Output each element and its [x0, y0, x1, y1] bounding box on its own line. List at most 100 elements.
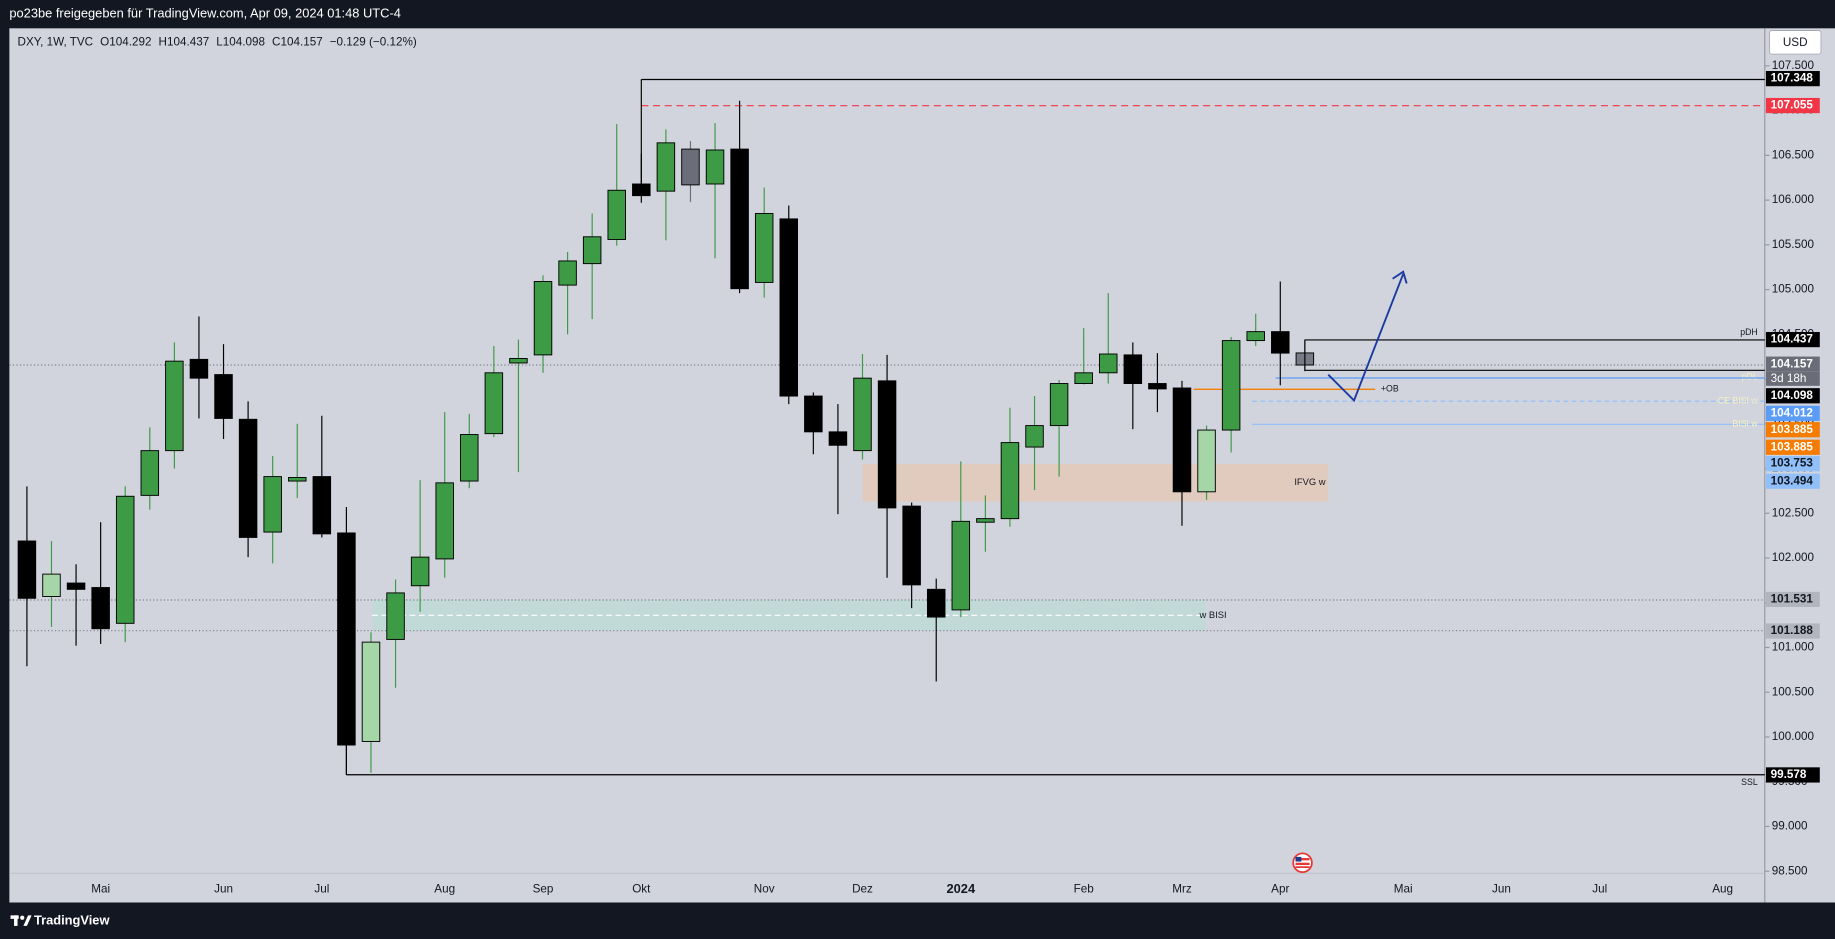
- level-note: CE BISI w: [1718, 395, 1759, 405]
- candle-body: [1197, 429, 1216, 493]
- price-label-box: [1765, 623, 1820, 639]
- price-label-box: [1765, 456, 1820, 472]
- candle-body: [435, 482, 454, 560]
- event-flag[interactable]: [1292, 852, 1313, 873]
- price-label-box: [1765, 767, 1820, 783]
- x-tick-label: Sep: [533, 883, 554, 896]
- y-tick-label: 106.500: [1772, 148, 1815, 161]
- candle-body: [42, 573, 61, 597]
- candle-body: [115, 495, 135, 624]
- candle-body: [1271, 331, 1290, 354]
- level-note: pDH: [1740, 327, 1758, 337]
- y-tick-label: 105.000: [1772, 283, 1815, 296]
- price-label-box: [1765, 356, 1820, 372]
- price-label-box: [1765, 591, 1820, 608]
- price-label-box: [1765, 388, 1820, 404]
- candles: [17, 100, 1315, 775]
- x-tick-label: Jun: [214, 883, 233, 896]
- x-tick-label: Jun: [1492, 883, 1511, 896]
- zone: [862, 464, 1329, 502]
- x-tick-label: Okt: [632, 883, 651, 896]
- y-tick-label: 100.000: [1772, 730, 1815, 743]
- candle-body: [730, 148, 749, 290]
- countdown: 3d 18h: [1771, 372, 1807, 385]
- y-tick-label: 106.000: [1772, 193, 1815, 206]
- candle-body: [877, 380, 897, 509]
- candle-body: [533, 281, 553, 356]
- x-tick-label: Mai: [1394, 883, 1413, 896]
- price-label-box: [1765, 439, 1820, 455]
- x-tick-label: 2024: [946, 881, 975, 896]
- candle-body: [902, 505, 921, 586]
- candle-body: [91, 587, 110, 630]
- candle-body: [1074, 372, 1093, 384]
- level-note: SSL: [1741, 777, 1758, 787]
- level-note: BISI w: [1732, 419, 1758, 429]
- price-label: 107.348: [1771, 72, 1814, 85]
- y-tick-label: 98.500: [1772, 864, 1808, 877]
- candle-body: [607, 189, 626, 240]
- legend-low: L104.098: [216, 35, 265, 48]
- candle-body: [779, 218, 799, 397]
- price-label: 103.494: [1771, 474, 1814, 487]
- price-label: 107.055: [1771, 99, 1814, 112]
- candle-body: [509, 358, 528, 364]
- price-label-box: [1765, 71, 1820, 87]
- legend-change: −0.129 (−0.12%): [330, 35, 417, 48]
- candle-body: [1172, 387, 1192, 493]
- x-tick-label: Dez: [852, 883, 873, 896]
- x-tick-label: Mai: [91, 883, 110, 896]
- candle-body: [189, 358, 209, 379]
- candle-body: [1049, 383, 1069, 427]
- candle-body: [926, 588, 946, 618]
- zone-label: w BISI: [1199, 610, 1227, 620]
- y-tick-label: 105.500: [1772, 238, 1815, 251]
- legend: DXY, 1W, TVC O104.292 H104.437 L104.098 C104…: [18, 35, 417, 48]
- x-tick-label: Jul: [314, 883, 329, 896]
- candle-body: [1148, 383, 1167, 390]
- candle-body: [361, 641, 381, 742]
- candle-body: [976, 518, 995, 523]
- symbol: DXY, 1W, TVC: [18, 35, 94, 48]
- currency: USD: [1783, 36, 1808, 49]
- x-tick-label: Apr: [1271, 883, 1289, 896]
- x-tick-label: Nov: [754, 883, 775, 896]
- x-tick-label: Feb: [1074, 883, 1095, 896]
- y-tick-label: 102.500: [1772, 506, 1815, 519]
- projection-arrow: [1327, 270, 1408, 403]
- price-label: 101.531: [1771, 592, 1814, 605]
- price-label-box: [1765, 422, 1820, 438]
- candle-body: [1000, 442, 1020, 520]
- x-tick-label: Aug: [434, 883, 455, 896]
- candle-body: [656, 142, 676, 192]
- brand: TradingView: [34, 913, 111, 928]
- price-label: 104.012: [1771, 406, 1814, 419]
- y-tick-label: 107.500: [1772, 59, 1815, 72]
- candle-body: [1025, 425, 1044, 448]
- candle-body: [238, 418, 258, 538]
- candle-body: [1246, 331, 1265, 342]
- candle-body: [214, 374, 233, 419]
- candle-body: [165, 360, 184, 452]
- x-tick-label: Aug: [1712, 883, 1733, 896]
- y-tick-label: 102.000: [1772, 551, 1815, 564]
- candle-body: [17, 540, 37, 599]
- candle-body: [386, 592, 405, 640]
- currency-box[interactable]: [1769, 30, 1822, 55]
- share-title: po23be freigegeben für TradingView.com, …: [9, 6, 401, 21]
- level-note: pDL: [1742, 372, 1758, 382]
- candle-body: [632, 183, 651, 197]
- candle-body: [460, 434, 479, 482]
- x-tick-label: Mrz: [1172, 883, 1192, 896]
- x-tick-label: Jul: [1592, 883, 1607, 896]
- y-tick-label: 99.000: [1772, 820, 1808, 833]
- candle-body: [754, 213, 774, 283]
- candle-body: [951, 520, 971, 611]
- candle-body: [140, 450, 160, 496]
- candle-body: [1123, 354, 1143, 384]
- candle-body: [828, 431, 848, 446]
- price-label-box: [1765, 473, 1820, 489]
- candle-body: [288, 477, 307, 482]
- price-label-box: [1765, 405, 1820, 421]
